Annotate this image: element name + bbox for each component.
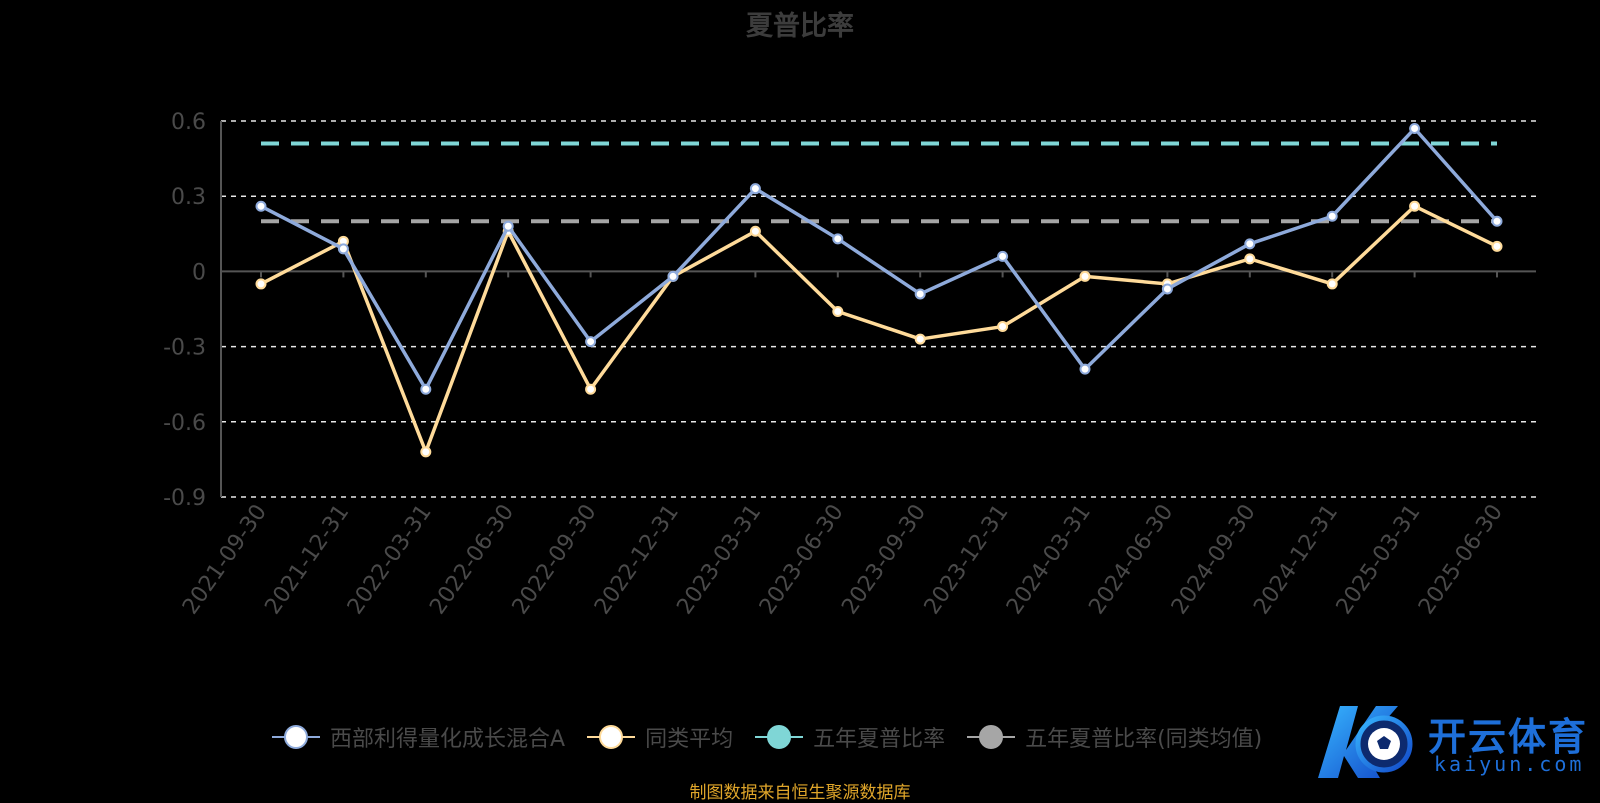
x-tick-label: 2024-06-30	[1084, 500, 1178, 619]
legend-item-five-year[interactable]: 五年夏普比率	[755, 721, 945, 753]
legend-label-peer-average: 同类平均	[645, 727, 734, 752]
legend-marker-peer-average	[587, 724, 636, 750]
fund-point	[337, 243, 349, 255]
x-tick-label: 2023-03-31	[672, 500, 766, 619]
fund-point	[914, 288, 926, 300]
x-tick-label: 2023-09-30	[837, 500, 931, 619]
peer-average-point	[255, 278, 267, 290]
peer-average-point	[749, 225, 761, 237]
x-tick-label: 2022-09-30	[508, 500, 602, 619]
fund-point	[749, 183, 761, 195]
peer-average-point	[997, 321, 1009, 333]
x-tick-label: 2022-06-30	[425, 500, 519, 619]
x-tick-label: 2023-06-30	[755, 500, 849, 619]
legend-marker-five-year	[755, 724, 804, 750]
legend-item-peer-average[interactable]: 同类平均	[587, 721, 733, 753]
data-source-note: 制图数据来自恒生聚源数据库	[689, 783, 911, 803]
x-tick-label: 2024-09-30	[1167, 500, 1261, 619]
fund-point	[1244, 238, 1256, 250]
x-tick-label: 2022-12-31	[590, 500, 684, 619]
fund-point	[667, 270, 679, 282]
y-tick-label: -0.6	[163, 411, 206, 436]
peer-average-point	[420, 446, 432, 458]
y-tick-label: 0.6	[171, 110, 206, 135]
x-tick-label: 2023-12-31	[920, 500, 1014, 619]
logo-brand-text: 开云体育	[1428, 715, 1589, 759]
legend-label-five-year: 五年夏普比率	[813, 727, 946, 752]
y-tick-label: -0.3	[163, 336, 206, 361]
x-tick-label: 2021-12-31	[260, 500, 354, 619]
fund-line	[260, 126, 1499, 391]
legend-item-fund[interactable]: 西部利得量化成长混合A	[272, 721, 565, 753]
fund-point	[255, 200, 267, 212]
y-tick-label: 0	[192, 260, 206, 285]
legend-label-five-year-peer: 五年夏普比率(同类均值)	[1025, 727, 1263, 752]
y-tick-label: -0.9	[163, 486, 206, 511]
fund-point	[1326, 210, 1338, 222]
x-tick-label: 2022-03-31	[343, 500, 437, 619]
y-tick-label: 0.3	[171, 185, 206, 210]
legend-label-fund: 西部利得量化成长混合A	[330, 727, 566, 752]
legend-marker-fund	[272, 724, 320, 750]
fund-point	[420, 383, 432, 395]
x-tick-label: 2025-06-30	[1414, 500, 1508, 619]
fund-point	[1409, 123, 1421, 135]
chart-legend: 西部利得量化成长混合A 同类平均 五年夏普比率 五年夏普比率(同类均值)	[272, 721, 1284, 753]
kaiyun-logo: 开云体育 kaiyun.com	[1310, 698, 1600, 782]
fund-point	[502, 220, 514, 232]
peer-average-point	[1244, 253, 1256, 265]
peer-average-point	[1326, 278, 1338, 290]
logo-domain-text: kaiyun.com	[1434, 752, 1585, 776]
peer-average-line	[260, 204, 1498, 454]
chart-title: 夏普比率	[746, 11, 854, 42]
fund-point	[585, 336, 597, 348]
fund-point	[997, 250, 1009, 262]
peer-average-point	[1409, 200, 1421, 212]
peer-average-point	[832, 306, 844, 318]
peer-average-point	[585, 383, 597, 395]
fund-point	[1079, 363, 1091, 375]
fund-point	[1491, 215, 1503, 227]
x-tick-label: 2024-12-31	[1249, 500, 1343, 619]
legend-item-five-year-peer[interactable]: 五年夏普比率(同类均值)	[967, 721, 1262, 753]
fund-point	[1161, 283, 1173, 295]
x-tick-label: 2025-03-31	[1332, 500, 1426, 619]
fund-point	[832, 233, 844, 245]
peer-average-point	[1079, 270, 1091, 282]
x-tick-label: 2021-09-30	[178, 500, 272, 619]
soccer-ball-logo-icon	[1318, 706, 1413, 778]
x-tick-label: 2024-03-31	[1002, 500, 1096, 619]
peer-average-point	[1491, 240, 1503, 252]
legend-marker-five-year-peer	[967, 724, 1016, 750]
peer-average-point	[914, 333, 926, 345]
